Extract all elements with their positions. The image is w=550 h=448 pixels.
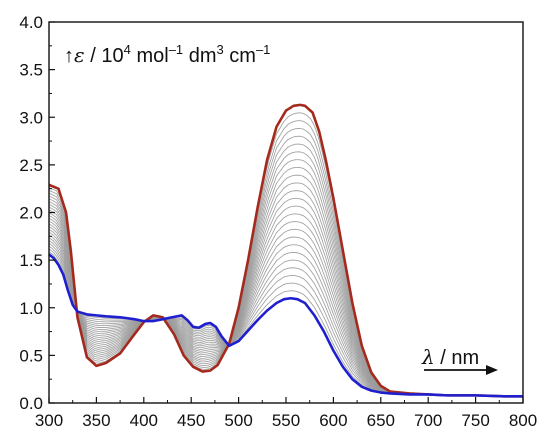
y-axis-arrow: ↑: [64, 45, 74, 67]
y-axis-label: ↑ε / 104 mol–1 dm3 cm–1: [64, 42, 270, 67]
x-tick-label: 350: [82, 411, 110, 430]
initial-spectrum-line: [48, 103, 523, 398]
y-axis-unit-mol: mol: [131, 45, 169, 67]
y-axis-unit-cm: cm: [224, 45, 256, 67]
y-tick-label: 1.0: [19, 299, 43, 318]
x-tick-label: 800: [509, 411, 537, 430]
y-tick-label: 2.0: [19, 204, 43, 223]
y-axis-unit-prefix: / 10: [85, 45, 124, 67]
x-tick-label: 450: [177, 411, 205, 430]
x-tick-label: 400: [130, 411, 158, 430]
y-tick-label: 3.5: [19, 61, 43, 80]
spectra-group: [48, 103, 523, 398]
x-tick-label: 650: [367, 411, 395, 430]
y-tick-label: 0.5: [19, 346, 43, 365]
intermediate-spectrum: [48, 234, 523, 397]
x-tick-label: 550: [272, 411, 300, 430]
y-axis-unit-exponent: –1: [169, 42, 183, 57]
final-spectrum-line: [48, 253, 523, 398]
x-tick-label: 750: [461, 411, 489, 430]
y-tick-label: 4.0: [19, 13, 43, 32]
x-axis-unit: / nm: [435, 347, 479, 369]
y-tick-label: 3.0: [19, 108, 43, 127]
y-axis-unit-exponent: 3: [217, 42, 224, 57]
x-tick-label: 600: [319, 411, 347, 430]
y-axis-symbol: ε: [74, 43, 85, 67]
y-tick-label: 0.0: [19, 394, 43, 413]
ticks-group: 300 350 400 450 500 550 600 650 700 750 800 0.0 0.5 1…: [19, 13, 537, 430]
intermediate-spectrum: [48, 231, 523, 397]
intermediate-spectrum: [48, 251, 523, 397]
x-axis-arrow: [424, 365, 498, 375]
y-axis-unit-exponent: –1: [256, 42, 270, 57]
y-tick-label: 2.5: [19, 156, 43, 175]
y-tick-label: 1.5: [19, 251, 43, 270]
x-tick-label: 700: [414, 411, 442, 430]
y-axis-unit-dm: dm: [183, 45, 216, 67]
x-tick-label: 500: [224, 411, 252, 430]
y-axis-unit-exponent: 4: [124, 42, 131, 57]
x-axis-symbol: λ: [421, 345, 435, 369]
x-tick-label: 300: [35, 411, 63, 430]
x-axis-label: λ / nm: [421, 345, 479, 369]
